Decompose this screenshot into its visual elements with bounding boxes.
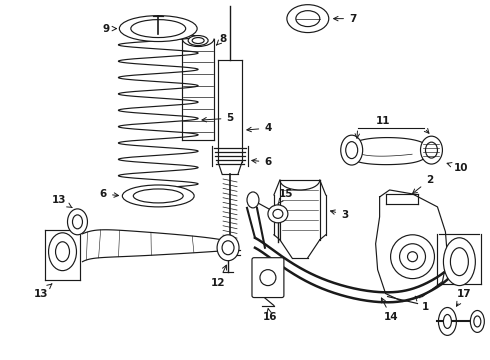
Text: 15: 15 [278, 189, 293, 204]
Text: 1: 1 [415, 296, 429, 311]
Circle shape [260, 270, 276, 285]
Ellipse shape [192, 37, 204, 44]
Text: 13: 13 [52, 195, 72, 208]
Text: 6: 6 [100, 189, 119, 199]
Ellipse shape [439, 307, 456, 336]
Ellipse shape [296, 11, 320, 27]
Text: 4: 4 [247, 123, 271, 133]
Ellipse shape [222, 241, 234, 255]
Text: 3: 3 [330, 210, 348, 220]
Ellipse shape [273, 210, 283, 219]
Text: 6: 6 [252, 157, 271, 167]
Ellipse shape [268, 205, 288, 223]
Ellipse shape [217, 235, 239, 261]
Ellipse shape [49, 233, 76, 271]
Circle shape [408, 252, 417, 262]
Text: 9: 9 [103, 24, 117, 33]
Ellipse shape [133, 189, 183, 203]
Ellipse shape [68, 209, 87, 235]
Ellipse shape [247, 192, 259, 208]
Ellipse shape [122, 185, 194, 207]
Text: 8: 8 [217, 33, 227, 45]
Text: 14: 14 [381, 298, 399, 323]
Ellipse shape [443, 315, 451, 328]
FancyBboxPatch shape [252, 258, 284, 298]
Text: 7: 7 [334, 14, 356, 24]
Ellipse shape [131, 20, 186, 37]
Circle shape [391, 235, 435, 279]
Ellipse shape [474, 316, 481, 327]
Ellipse shape [120, 15, 197, 41]
Ellipse shape [73, 215, 82, 229]
Text: 5: 5 [202, 113, 234, 123]
Text: 17: 17 [457, 289, 472, 306]
Ellipse shape [450, 248, 468, 276]
Text: 16: 16 [263, 309, 277, 323]
Ellipse shape [443, 238, 475, 285]
Text: 11: 11 [375, 116, 390, 126]
Circle shape [399, 244, 425, 270]
Ellipse shape [341, 135, 363, 165]
Text: 10: 10 [447, 163, 468, 173]
Ellipse shape [470, 310, 484, 332]
Ellipse shape [188, 36, 208, 45]
Ellipse shape [287, 5, 329, 32]
Text: 12: 12 [211, 265, 226, 288]
Ellipse shape [55, 242, 70, 262]
Ellipse shape [346, 141, 358, 159]
Text: 2: 2 [413, 175, 433, 194]
Ellipse shape [420, 136, 442, 164]
Ellipse shape [425, 142, 438, 158]
Text: 13: 13 [33, 284, 52, 298]
